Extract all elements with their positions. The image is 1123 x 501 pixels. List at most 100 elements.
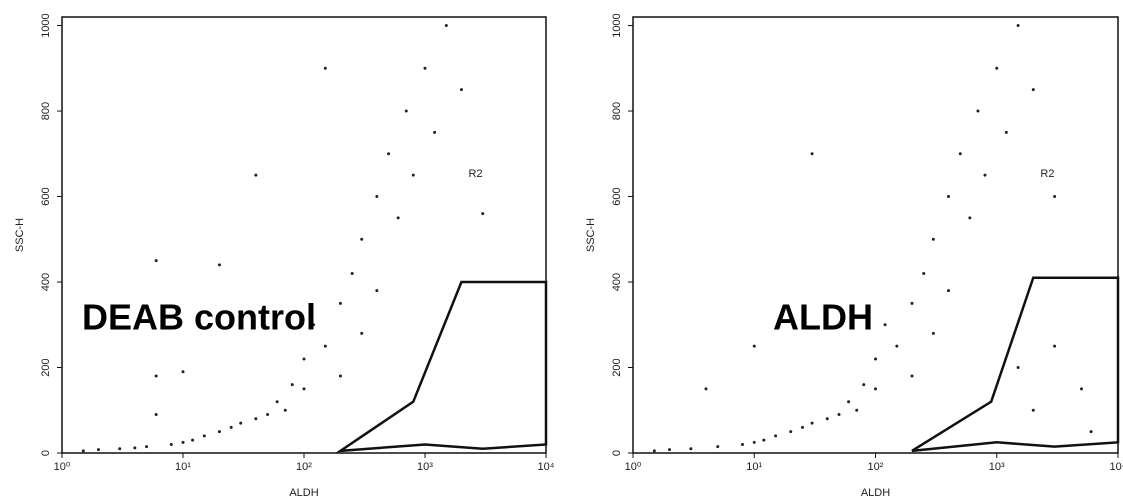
event-point [995, 66, 999, 70]
x-tick-label: 10³ [989, 461, 1005, 473]
event-point [239, 421, 243, 425]
event-point [716, 445, 720, 449]
y-tick-label: 600 [40, 187, 52, 205]
event-point [323, 344, 327, 348]
event-point [740, 442, 744, 446]
event-point [154, 259, 158, 263]
event-point [1053, 344, 1057, 348]
event-point [847, 400, 851, 404]
event-point [266, 413, 270, 417]
event-point [254, 173, 258, 177]
event-point [312, 323, 316, 327]
x-tick-label: 10⁰ [625, 461, 642, 473]
event-point [1016, 24, 1020, 28]
event-point [946, 195, 950, 199]
event-point [302, 357, 306, 361]
event-point [360, 331, 364, 335]
gate-label: R2 [1040, 168, 1054, 180]
gate-r2 [911, 276, 1120, 453]
event-point [217, 430, 221, 434]
event-point [883, 323, 887, 327]
y-tick-label: 800 [611, 102, 623, 120]
event-point [983, 173, 987, 177]
event-point [976, 109, 980, 113]
event-point [154, 374, 158, 378]
event-point [254, 417, 258, 421]
event-point [874, 387, 877, 391]
gate-r2 [335, 280, 548, 453]
event-point [375, 195, 379, 199]
event-point [181, 370, 185, 374]
y-tick-label: 400 [611, 273, 623, 291]
event-point [652, 449, 656, 453]
y-axis-label: SSC-H [585, 218, 597, 252]
event-point [810, 152, 814, 156]
event-point [338, 374, 342, 378]
event-point [154, 413, 158, 417]
event-point [338, 301, 342, 305]
event-point [810, 421, 814, 425]
event-point [1031, 408, 1035, 412]
x-tick-label: 10¹ [175, 461, 191, 473]
event-point [752, 440, 756, 444]
event-point [323, 66, 327, 70]
event-point [801, 425, 805, 429]
event-point [862, 383, 866, 387]
event-point [1053, 195, 1057, 199]
y-tick-label: 200 [611, 358, 623, 376]
event-point [774, 434, 778, 438]
x-tick-label: 10⁰ [54, 461, 71, 473]
y-axis-label: SSC-H [14, 218, 26, 252]
event-point [752, 344, 756, 348]
event-point [1016, 366, 1020, 370]
event-point [217, 263, 221, 267]
gate-label: R2 [469, 168, 483, 180]
event-point [789, 430, 793, 434]
panel-label: DEAB control [82, 297, 316, 338]
y-tick-label: 1000 [611, 13, 623, 37]
x-tick-label: 10¹ [746, 461, 762, 473]
event-point [169, 442, 173, 446]
event-point [855, 408, 859, 412]
event-point [931, 331, 935, 335]
event-point [1004, 130, 1008, 134]
event-point [825, 417, 829, 421]
event-point [1031, 88, 1035, 92]
event-point [895, 344, 899, 348]
y-tick-label: 0 [611, 450, 623, 456]
x-tick-label: 10² [296, 461, 312, 473]
event-point [181, 440, 185, 444]
event-point [704, 387, 708, 391]
panel-label: ALDH [773, 297, 873, 338]
event-point [133, 446, 137, 450]
event-point [290, 383, 294, 387]
event-point [1080, 387, 1084, 391]
event-point [118, 447, 122, 451]
event-point [946, 289, 950, 293]
y-tick-label: 400 [40, 273, 52, 291]
event-point [202, 434, 206, 438]
event-point [874, 357, 877, 361]
y-tick-label: 800 [40, 102, 52, 120]
event-point [922, 271, 926, 275]
x-tick-label: 10³ [417, 461, 433, 473]
event-point [302, 387, 306, 391]
x-tick-label: 10⁴ [538, 461, 555, 473]
event-point [958, 152, 962, 156]
event-point [283, 408, 287, 412]
event-point [145, 445, 149, 449]
event-point [433, 130, 437, 134]
y-tick-label: 200 [40, 358, 52, 376]
y-tick-label: 600 [611, 187, 623, 205]
event-point [931, 237, 935, 241]
y-tick-label: 1000 [40, 13, 52, 37]
event-point [396, 216, 400, 220]
event-point [229, 425, 233, 429]
event-point [423, 66, 427, 70]
event-point [350, 271, 354, 275]
x-tick-label: 10² [868, 461, 884, 473]
event-point [910, 301, 914, 305]
event-point [1089, 430, 1093, 434]
y-tick-label: 0 [40, 450, 52, 456]
event-point [275, 400, 279, 404]
